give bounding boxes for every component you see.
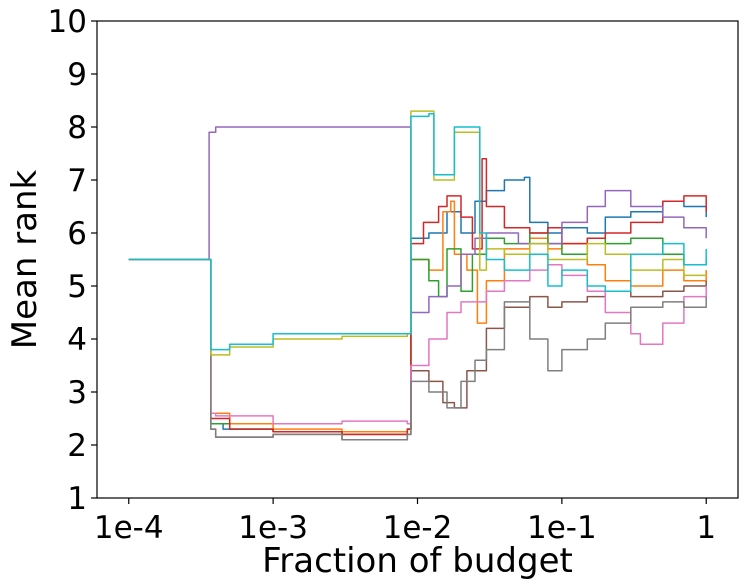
series-line-8	[128, 258, 707, 441]
x-axis: 1e-4 1e-3 1e-2 1e-1 1	[94, 498, 716, 546]
x-tick-label: 1	[696, 510, 716, 546]
y-tick-label: 1	[67, 481, 87, 517]
series-line-10	[128, 113, 707, 351]
x-tick-label: 1e-1	[527, 510, 597, 546]
y-axis-label: Mean rank	[5, 169, 45, 349]
series-line-4	[128, 158, 707, 436]
y-tick-label: 9	[67, 57, 87, 93]
series-layer	[128, 110, 707, 441]
y-tick-label: 7	[67, 163, 87, 199]
y-tick-label: 4	[67, 322, 87, 358]
y-tick-label: 5	[67, 269, 87, 305]
x-axis-label: Fraction of budget	[262, 541, 573, 581]
y-tick-label: 2	[67, 428, 87, 464]
y-tick-label: 10	[48, 4, 87, 40]
series-line-1	[128, 176, 707, 436]
series-line-3	[128, 232, 707, 436]
x-tick-label: 1e-2	[383, 510, 453, 546]
series-line-5	[128, 126, 707, 314]
y-tick-label: 8	[67, 110, 87, 146]
series-line-7	[128, 258, 707, 425]
y-tick-label: 3	[67, 375, 87, 411]
x-tick-label: 1e-4	[94, 510, 164, 546]
series-line-2	[128, 200, 707, 433]
x-tick-label: 1e-3	[238, 510, 308, 546]
y-axis: 1 2 3 4 5 6 7 8 9 10	[48, 4, 97, 517]
y-tick-label: 6	[67, 216, 87, 252]
